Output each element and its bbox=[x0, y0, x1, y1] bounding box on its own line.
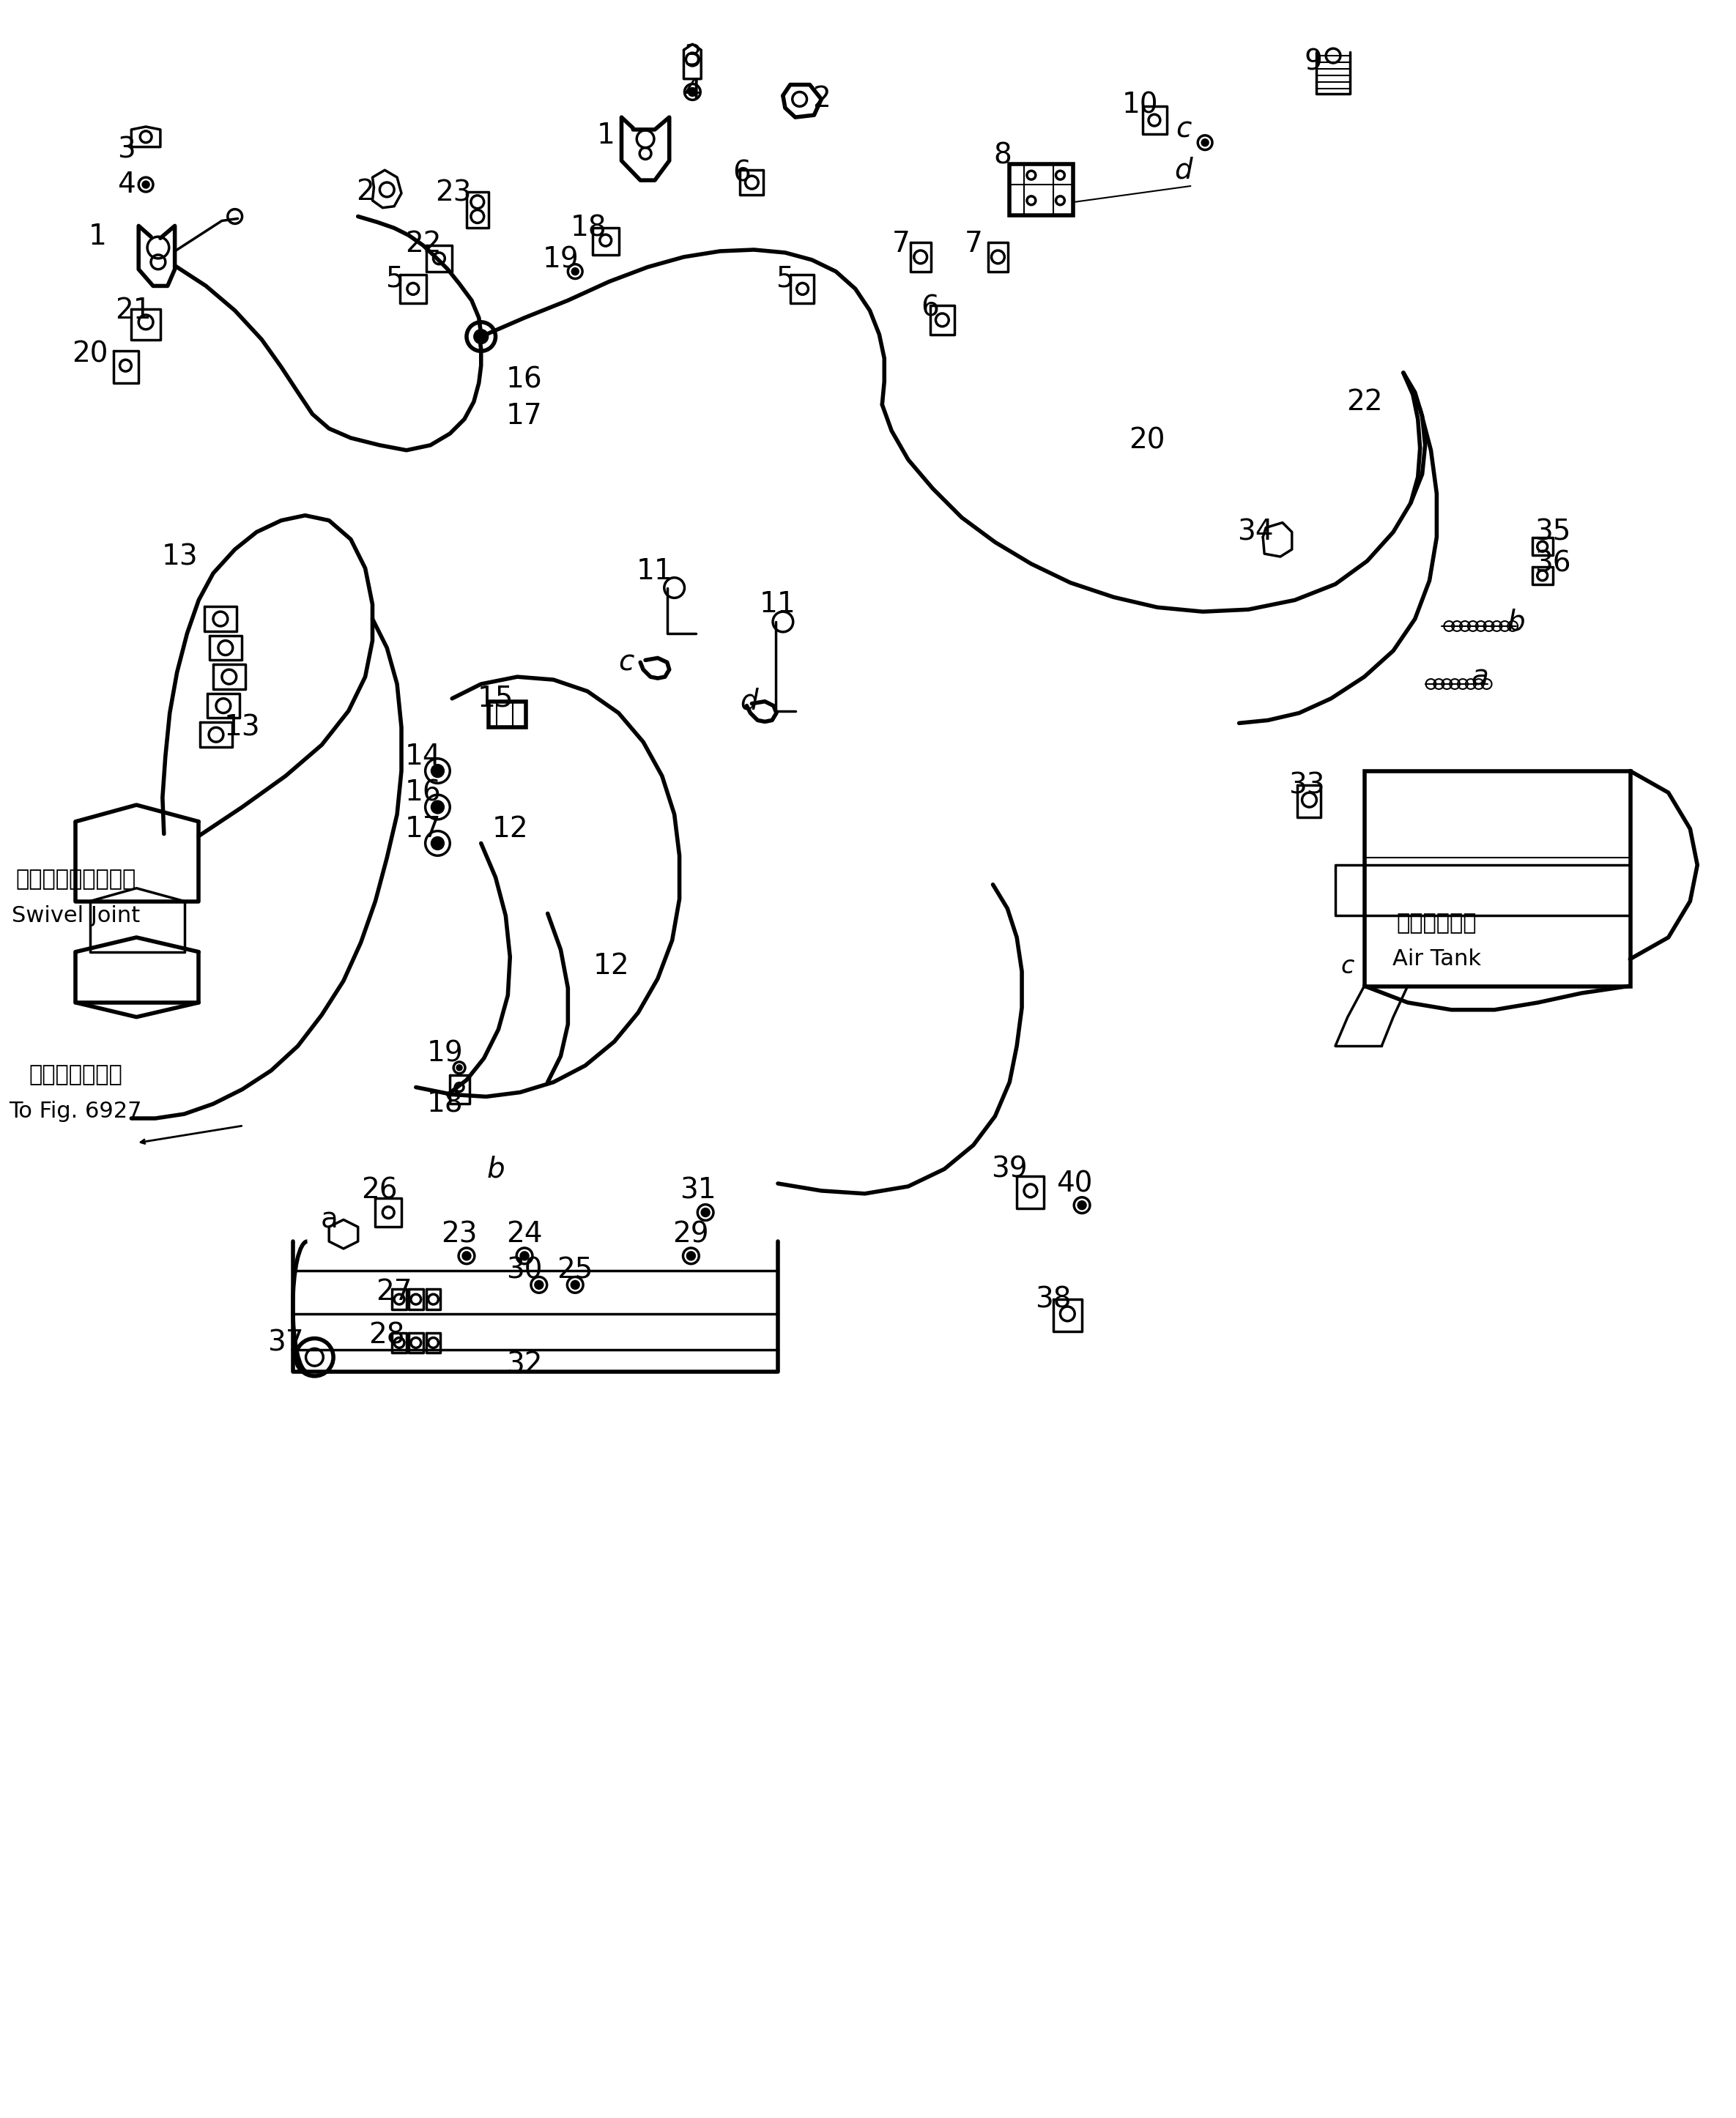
Text: 17: 17 bbox=[404, 815, 441, 843]
Text: 11: 11 bbox=[637, 557, 674, 585]
Text: 第６９２７図へ: 第６９２７図へ bbox=[30, 1065, 123, 1087]
Text: 4: 4 bbox=[118, 172, 135, 199]
Text: 4: 4 bbox=[684, 76, 701, 104]
Text: 10: 10 bbox=[1121, 91, 1158, 119]
Text: 22: 22 bbox=[404, 231, 441, 258]
Text: 3: 3 bbox=[684, 42, 701, 72]
Text: 19: 19 bbox=[542, 246, 578, 273]
Text: 5: 5 bbox=[776, 265, 793, 292]
Text: 2: 2 bbox=[812, 85, 830, 112]
Text: 28: 28 bbox=[368, 1322, 404, 1349]
Text: Swivel Joint: Swivel Joint bbox=[12, 904, 141, 926]
Text: a: a bbox=[1472, 663, 1489, 690]
Text: 39: 39 bbox=[991, 1154, 1028, 1184]
Circle shape bbox=[432, 801, 443, 813]
Circle shape bbox=[457, 1065, 462, 1070]
Text: 37: 37 bbox=[267, 1328, 304, 1358]
Text: 32: 32 bbox=[507, 1351, 543, 1379]
Text: d: d bbox=[740, 688, 759, 716]
Text: 24: 24 bbox=[507, 1220, 543, 1248]
Text: エアータンク: エアータンク bbox=[1396, 913, 1477, 934]
Text: 13: 13 bbox=[161, 542, 198, 570]
Text: 17: 17 bbox=[507, 402, 543, 430]
Text: b: b bbox=[486, 1154, 505, 1184]
Text: 16: 16 bbox=[507, 366, 543, 394]
Text: 3: 3 bbox=[118, 136, 135, 163]
Circle shape bbox=[474, 330, 488, 343]
Text: To Fig. 6927: To Fig. 6927 bbox=[9, 1101, 142, 1123]
Text: 34: 34 bbox=[1238, 519, 1274, 546]
Text: 16: 16 bbox=[404, 779, 441, 807]
Text: c: c bbox=[1340, 955, 1354, 979]
Text: c: c bbox=[1175, 116, 1191, 144]
Text: a: a bbox=[319, 1205, 339, 1233]
Text: 33: 33 bbox=[1288, 771, 1325, 798]
Circle shape bbox=[535, 1281, 543, 1288]
Text: 25: 25 bbox=[557, 1256, 594, 1284]
Text: 30: 30 bbox=[507, 1256, 543, 1284]
Text: 6: 6 bbox=[733, 159, 750, 186]
Text: 18: 18 bbox=[427, 1091, 464, 1118]
Text: スイベルジョイント: スイベルジョイント bbox=[16, 868, 135, 890]
Text: 7: 7 bbox=[892, 231, 910, 258]
Text: 5: 5 bbox=[385, 265, 403, 292]
Text: 1: 1 bbox=[89, 222, 106, 250]
Text: 9: 9 bbox=[1304, 47, 1323, 76]
Circle shape bbox=[701, 1209, 708, 1216]
Text: 2: 2 bbox=[356, 178, 375, 205]
Text: b: b bbox=[1507, 608, 1526, 635]
Circle shape bbox=[689, 89, 696, 95]
Circle shape bbox=[142, 182, 149, 189]
Text: 1: 1 bbox=[597, 121, 615, 148]
Circle shape bbox=[432, 765, 443, 777]
Circle shape bbox=[687, 1252, 694, 1260]
Bar bbox=[488, 701, 526, 726]
Text: d: d bbox=[1174, 157, 1193, 184]
Text: 26: 26 bbox=[361, 1178, 398, 1205]
Text: 23: 23 bbox=[441, 1220, 477, 1248]
Circle shape bbox=[432, 837, 443, 849]
Text: 13: 13 bbox=[224, 714, 260, 741]
Bar bbox=[1010, 165, 1073, 216]
Text: 12: 12 bbox=[594, 953, 630, 981]
Text: 11: 11 bbox=[760, 591, 797, 618]
Text: 23: 23 bbox=[436, 180, 472, 208]
Text: 20: 20 bbox=[1128, 428, 1165, 455]
Text: Air Tank: Air Tank bbox=[1392, 949, 1481, 970]
Text: 35: 35 bbox=[1535, 519, 1571, 546]
Text: 15: 15 bbox=[477, 684, 514, 712]
Text: 6: 6 bbox=[920, 294, 939, 322]
Circle shape bbox=[1078, 1201, 1085, 1209]
Text: 14: 14 bbox=[404, 743, 441, 771]
Circle shape bbox=[571, 1281, 578, 1288]
Text: 29: 29 bbox=[674, 1220, 710, 1248]
Circle shape bbox=[521, 1252, 528, 1260]
Text: 31: 31 bbox=[681, 1178, 717, 1205]
Circle shape bbox=[1201, 140, 1208, 146]
Text: 38: 38 bbox=[1035, 1286, 1071, 1313]
Text: 7: 7 bbox=[963, 231, 983, 258]
Text: 21: 21 bbox=[115, 297, 151, 324]
Text: 27: 27 bbox=[377, 1277, 413, 1307]
Text: 22: 22 bbox=[1345, 388, 1382, 415]
Text: 18: 18 bbox=[569, 214, 606, 241]
Text: 19: 19 bbox=[427, 1040, 464, 1067]
Bar bbox=[1364, 771, 1630, 987]
Text: 20: 20 bbox=[71, 341, 108, 369]
Text: 12: 12 bbox=[491, 815, 528, 843]
Circle shape bbox=[464, 1252, 470, 1260]
Text: 36: 36 bbox=[1535, 551, 1571, 578]
Circle shape bbox=[573, 269, 578, 275]
Text: 40: 40 bbox=[1057, 1169, 1094, 1197]
Text: c: c bbox=[618, 648, 634, 676]
Text: 8: 8 bbox=[993, 142, 1012, 169]
